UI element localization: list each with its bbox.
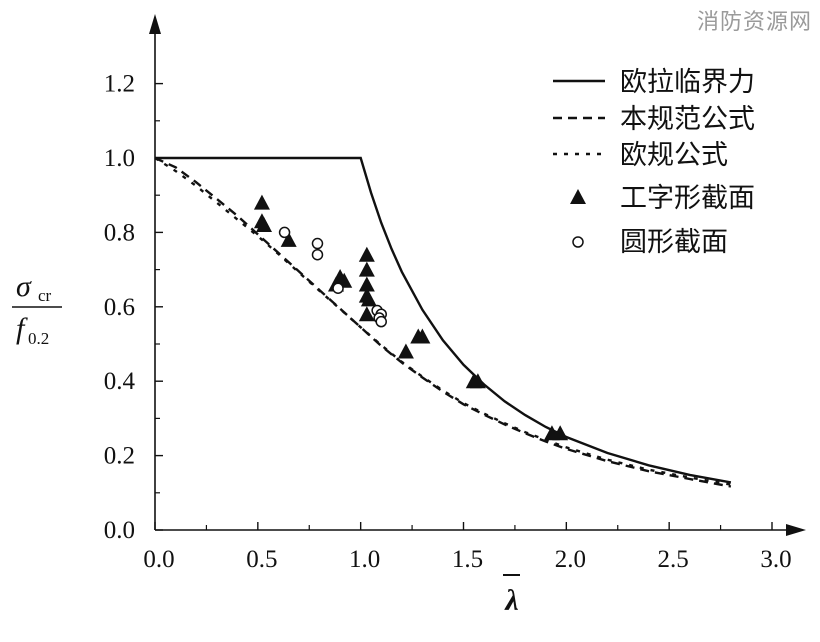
marker-triangle bbox=[358, 276, 375, 292]
legend-circle-marker bbox=[572, 236, 584, 248]
marker-triangle bbox=[397, 343, 414, 359]
legend-label-4: 圆形截面 bbox=[620, 227, 728, 257]
scatter-markers bbox=[253, 194, 569, 441]
y-tick-label: 1.0 bbox=[104, 145, 135, 172]
x-axis-arrow bbox=[786, 524, 806, 536]
marker-circle bbox=[311, 248, 324, 261]
x-tick-label: 0.0 bbox=[143, 546, 174, 573]
watermark: 消防资源网 bbox=[696, 10, 812, 35]
x-axis-label: λ bbox=[503, 584, 518, 617]
y-axis-label-denominator-sub: 0.2 bbox=[28, 329, 49, 348]
y-axis-label-numerator-sub: cr bbox=[38, 286, 52, 305]
y-tick-label: 0.6 bbox=[104, 294, 135, 321]
y-axis-label-denominator: f bbox=[16, 312, 28, 345]
y-axis-label-numerator: σ bbox=[16, 270, 32, 303]
marker-triangle bbox=[552, 425, 569, 441]
marker-triangle bbox=[360, 291, 377, 307]
marker-triangle bbox=[253, 194, 270, 210]
x-tick-label: 2.0 bbox=[555, 546, 586, 573]
marker-triangle bbox=[256, 216, 273, 232]
marker-circle bbox=[278, 226, 291, 239]
x-tick-label: 1.0 bbox=[349, 546, 380, 573]
legend-triangle-marker bbox=[570, 189, 586, 204]
y-tick-label: 0.2 bbox=[104, 443, 135, 470]
series-line-2 bbox=[154, 156, 732, 486]
marker-circle bbox=[311, 237, 324, 250]
x-tick-label: 0.5 bbox=[246, 546, 277, 573]
legend-label-0: 欧拉临界力 bbox=[620, 67, 755, 97]
marker-circle bbox=[332, 282, 344, 294]
y-tick-label: 0.4 bbox=[104, 368, 136, 395]
marker-triangle bbox=[280, 231, 297, 247]
y-tick-label: 0.8 bbox=[104, 219, 135, 246]
marker-triangle bbox=[469, 373, 486, 389]
marker-triangle bbox=[358, 246, 375, 262]
legend-label-3: 工字形截面 bbox=[620, 183, 755, 213]
marker-triangle bbox=[358, 261, 375, 277]
marker-triangle bbox=[358, 306, 375, 322]
x-tick-label: 2.5 bbox=[658, 546, 689, 573]
y-tick-label: 1.2 bbox=[104, 71, 135, 98]
marker-circle bbox=[375, 315, 387, 328]
y-tick-label: 0.0 bbox=[104, 517, 135, 544]
x-tick-label: 3.0 bbox=[760, 546, 791, 573]
legend-label-2: 欧规公式 bbox=[620, 140, 728, 170]
y-axis-arrow bbox=[149, 14, 161, 34]
x-tick-label: 1.5 bbox=[452, 546, 483, 573]
marker-triangle bbox=[414, 328, 431, 344]
legend-label-1: 本规范公式 bbox=[620, 104, 755, 134]
